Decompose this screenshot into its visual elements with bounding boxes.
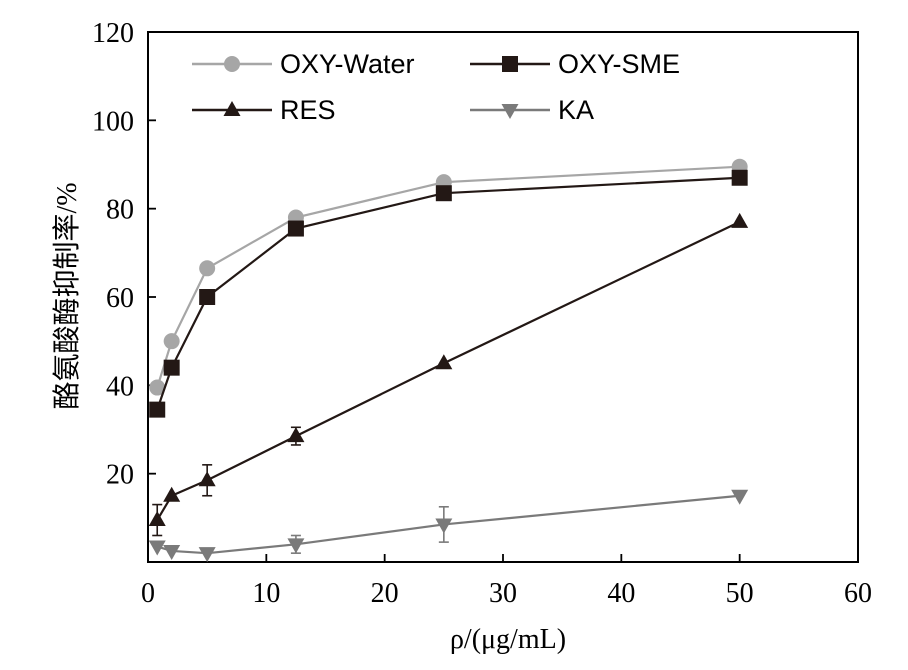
legend-marker-oxy-water bbox=[224, 56, 240, 72]
data-point-ka bbox=[731, 489, 749, 505]
data-point-ka bbox=[198, 547, 216, 563]
data-point-oxy-sme bbox=[149, 401, 166, 418]
data-point-oxy-sme bbox=[163, 359, 180, 376]
y-tick-label: 80 bbox=[106, 195, 134, 226]
series-layer bbox=[148, 158, 749, 563]
data-point-res bbox=[287, 427, 305, 443]
axis-ticks bbox=[147, 31, 859, 562]
data-point-oxy-sme bbox=[199, 289, 216, 305]
legend-item-ka: KA bbox=[470, 95, 594, 125]
x-tick-label: 20 bbox=[371, 578, 399, 609]
legend-item-res: RES bbox=[192, 95, 336, 125]
x-axis-label: ρ/(μg/mL) bbox=[450, 624, 566, 655]
legend-marker-res bbox=[223, 101, 241, 116]
x-tick-label: 0 bbox=[141, 578, 155, 609]
data-point-res bbox=[198, 471, 216, 487]
series-line-res bbox=[156, 220, 741, 521]
y-tick-label: 120 bbox=[92, 18, 134, 49]
y-axis-label: 酪氨酸酶抑制率/% bbox=[51, 182, 83, 409]
plot-frame bbox=[147, 31, 859, 563]
data-point-res bbox=[435, 354, 453, 370]
series-ka bbox=[148, 489, 749, 563]
series-line-oxy-water bbox=[156, 165, 740, 388]
series-res bbox=[148, 212, 749, 537]
y-tick-label: 100 bbox=[92, 106, 134, 137]
x-tick-label: 60 bbox=[844, 578, 872, 609]
data-point-ka bbox=[163, 544, 181, 560]
legend-label-oxy-sme: OXY-SME bbox=[558, 49, 680, 79]
legend-label-ka: KA bbox=[558, 95, 594, 125]
data-point-oxy-water bbox=[149, 379, 166, 396]
legend-item-oxy-sme: OXY-SME bbox=[470, 49, 680, 79]
y-tick-label: 60 bbox=[106, 283, 134, 314]
plot-border bbox=[147, 31, 859, 563]
x-tick-label: 10 bbox=[252, 578, 280, 609]
series-oxy-sme bbox=[149, 169, 748, 418]
y-tick-label: 20 bbox=[106, 460, 134, 491]
x-tick-label: 30 bbox=[489, 578, 517, 609]
data-point-oxy-sme bbox=[435, 185, 452, 202]
data-point-ka bbox=[287, 538, 305, 554]
x-tick-label: 50 bbox=[726, 578, 754, 609]
data-point-ka bbox=[148, 540, 166, 556]
legend-label-oxy-water: OXY-Water bbox=[280, 49, 415, 79]
legend-label-res: RES bbox=[280, 95, 336, 125]
legend: OXY-Water OXY-SME RES KA bbox=[192, 49, 680, 125]
data-point-res bbox=[731, 212, 749, 228]
data-point-oxy-sme bbox=[731, 169, 748, 186]
x-tick-label: 40 bbox=[607, 578, 635, 609]
y-tick-label: 40 bbox=[106, 371, 134, 402]
data-point-res bbox=[163, 486, 181, 502]
legend-item-oxy-water: OXY-Water bbox=[192, 49, 415, 79]
tick-labels: 0 10 20 30 40 50 60 20 40 60 80 100 120 bbox=[92, 18, 872, 609]
legend-marker-oxy-sme bbox=[502, 56, 518, 72]
data-point-oxy-water bbox=[163, 333, 180, 350]
legend-marker-ka bbox=[501, 104, 519, 119]
data-point-oxy-water bbox=[199, 260, 216, 277]
series-line-oxy-sme bbox=[156, 176, 740, 410]
data-point-oxy-sme bbox=[287, 220, 304, 237]
data-point-res bbox=[148, 511, 166, 527]
data-point-ka bbox=[435, 518, 453, 534]
